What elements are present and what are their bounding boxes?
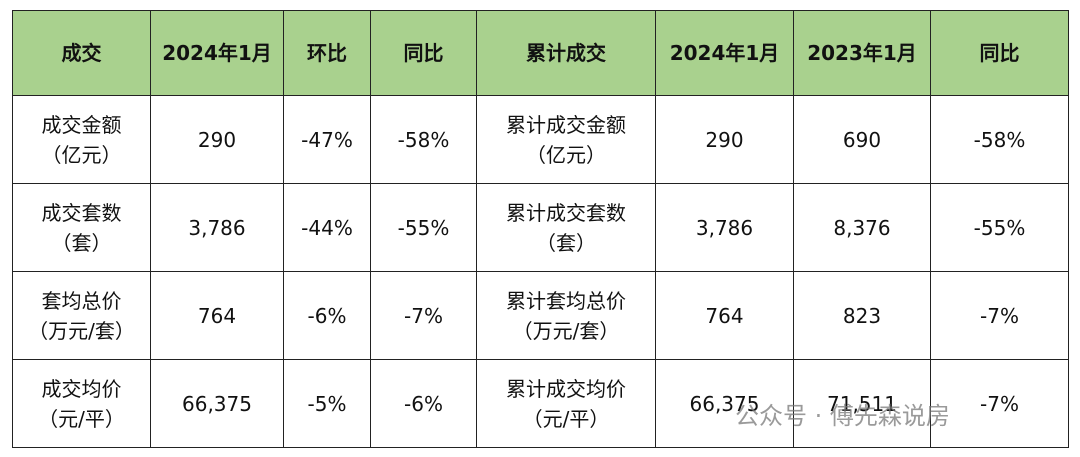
header-cell: 2023年1月 bbox=[793, 10, 931, 96]
table-cell: 累计成交均价 （元/平） bbox=[476, 359, 656, 448]
table-cell: 66,375 bbox=[150, 359, 284, 448]
table-cell: -7% bbox=[930, 271, 1069, 360]
table-cell: -6% bbox=[283, 271, 371, 360]
table-row: 成交套数 （套） 3,786 -44% -55% 累计成交套数 （套） 3,786 8,37… bbox=[12, 183, 1069, 272]
table-cell: -6% bbox=[370, 359, 477, 448]
table-cell: -58% bbox=[930, 95, 1069, 184]
table-cell: -55% bbox=[370, 183, 477, 272]
table-cell: -47% bbox=[283, 95, 371, 184]
table-row: 成交均价 （元/平） 66,375 -5% -6% 累计成交均价 （元/平） 66,375… bbox=[12, 359, 1069, 448]
header-row: 成交 2024年1月 环比 同比 累计成交 2024年1月 2023年1月 同比 bbox=[12, 10, 1069, 96]
table-cell: -55% bbox=[930, 183, 1069, 272]
table-cell: 累计成交套数 （套） bbox=[476, 183, 656, 272]
table-cell: 3,786 bbox=[150, 183, 284, 272]
table-cell: 3,786 bbox=[655, 183, 794, 272]
table-cell: 成交均价 （元/平） bbox=[12, 359, 151, 448]
header-cell: 成交 bbox=[12, 10, 151, 96]
table-row: 套均总价 （万元/套） 764 -6% -7% 累计套均总价 （万元/套） 764 823-… bbox=[12, 271, 1069, 360]
table-cell: 成交金额 （亿元） bbox=[12, 95, 151, 184]
table-cell: 累计成交金额 （亿元） bbox=[476, 95, 656, 184]
header-cell: 环比 bbox=[283, 10, 371, 96]
table-cell: 290 bbox=[150, 95, 284, 184]
table-body: 成交金额 （亿元） 290 -47% -58% 累计成交金额 （亿元） 290 690 -58… bbox=[12, 95, 1069, 448]
table-cell: 764 bbox=[655, 271, 794, 360]
table-cell: 290 bbox=[655, 95, 794, 184]
header-cell: 累计成交 bbox=[476, 10, 656, 96]
data-table: 成交 2024年1月 环比 同比 累计成交 2024年1月 2023年1月 同比 成交金额 （… bbox=[12, 10, 1069, 448]
header-cell: 2024年1月 bbox=[150, 10, 284, 96]
table-cell: -5% bbox=[283, 359, 371, 448]
header-cell: 同比 bbox=[370, 10, 477, 96]
table-cell: -44% bbox=[283, 183, 371, 272]
watermark: 公众号 · 傅先森说房 bbox=[735, 402, 950, 430]
table-cell: 累计套均总价 （万元/套） bbox=[476, 271, 656, 360]
table-cell: -7% bbox=[930, 359, 1069, 448]
table-cell: 823 bbox=[793, 271, 931, 360]
table-cell: 66,375 bbox=[655, 359, 794, 448]
table-cell: 8,376 bbox=[793, 183, 931, 272]
table-cell: 成交套数 （套） bbox=[12, 183, 151, 272]
table-row: 成交金额 （亿元） 290 -47% -58% 累计成交金额 （亿元） 290 690 -58… bbox=[12, 95, 1069, 184]
table-cell: -7% bbox=[370, 271, 477, 360]
header-cell: 2024年1月 bbox=[655, 10, 794, 96]
table-cell: 764 bbox=[150, 271, 284, 360]
header-cell: 同比 bbox=[930, 10, 1069, 96]
table-cell: -58% bbox=[370, 95, 477, 184]
table-cell: 690 bbox=[793, 95, 931, 184]
table-cell: 套均总价 （万元/套） bbox=[12, 271, 151, 360]
